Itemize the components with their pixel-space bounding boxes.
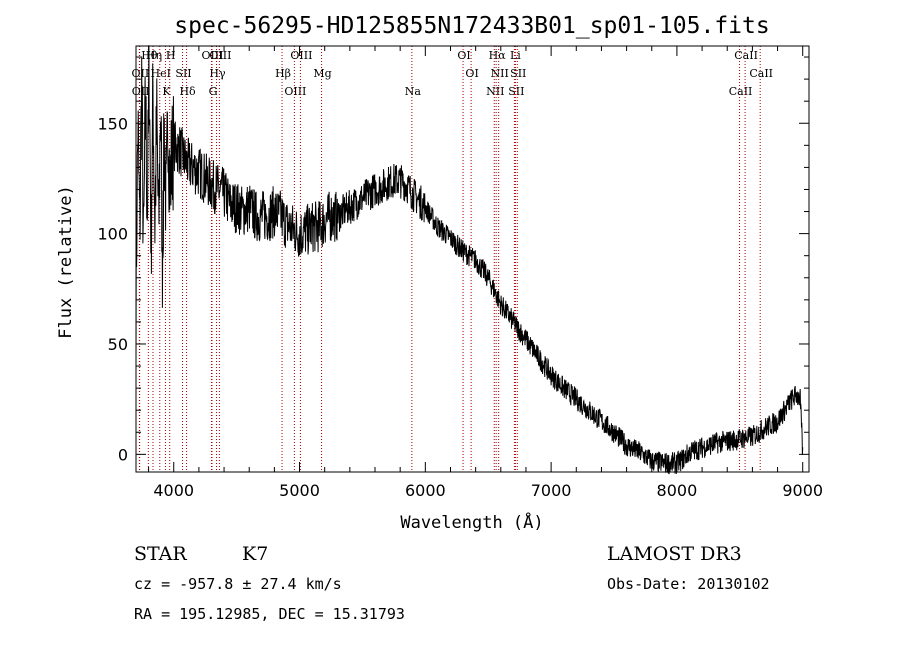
spectral-line-label: SII: [175, 67, 191, 80]
spectral-subclass: K7: [242, 543, 268, 565]
coordinates: RA = 195.12985, DEC = 15.31793: [134, 605, 405, 623]
spectral-line-label: Hβ: [275, 67, 291, 80]
spectral-line-label: Hδ: [179, 85, 196, 98]
spectral-line-label: SII: [510, 67, 526, 80]
y-tick-label: 0: [118, 445, 128, 464]
plot-frame: [135, 45, 810, 473]
spectral-line-label: Li: [510, 49, 521, 62]
x-tick-label: 4000: [153, 481, 194, 500]
y-tick-label: 50: [108, 335, 128, 354]
spectral-line-label: OII: [132, 67, 150, 80]
spectral-line-label: K: [162, 85, 171, 98]
spectral-line-label: OIII: [209, 49, 231, 62]
x-tick-label: 5000: [279, 481, 320, 500]
observation-date: Obs-Date: 20130102: [607, 575, 770, 593]
spectral-line-label: NII: [491, 67, 509, 80]
x-tick-label: 8000: [657, 481, 698, 500]
spectral-line-label: OI: [457, 49, 470, 62]
spectral-line-label: G: [209, 85, 218, 98]
x-axis-label: Wavelength (Å): [400, 511, 543, 533]
spectrum-series: [135, 45, 804, 475]
x-tick-label: 7000: [531, 481, 572, 500]
spectral-line-label: H: [166, 49, 176, 62]
spectral-line-label: CaII: [734, 49, 758, 62]
x-tick-label: 6000: [405, 481, 446, 500]
spectral-line-label: OIII: [284, 85, 306, 98]
y-tick-label: 100: [97, 225, 128, 244]
spectral-line-label: Mg: [313, 67, 331, 80]
y-tick-label: 150: [97, 114, 128, 133]
spectral-line-label: NII: [486, 85, 504, 98]
spectral-line-label: Hη: [146, 49, 162, 62]
spectral-line-label: OIII: [290, 49, 312, 62]
spectral-line-label: OI: [465, 67, 478, 80]
spectral-line-label: CaII: [729, 85, 753, 98]
spectral-line-label: CaII: [749, 67, 773, 80]
object-type: STAR: [134, 543, 187, 565]
redshift-velocity: cz = -957.8 ± 27.4 km/s: [134, 575, 342, 593]
spectral-line-label: Hθ: [141, 49, 158, 62]
spectral-line-label: OII: [132, 85, 150, 98]
spectral-line-label: Hγ: [209, 67, 226, 80]
chart-title: spec-56295-HD125855N172433B01_sp01-105.f…: [174, 13, 769, 39]
spectral-line-label: Na: [405, 85, 422, 98]
survey-name: LAMOST DR3: [607, 543, 742, 565]
spectral-line-label: Hα: [489, 49, 507, 62]
spectrum-line: [135, 45, 804, 475]
x-tick-label: 9000: [782, 481, 823, 500]
spectral-line-label: SII: [508, 85, 524, 98]
spectral-lines: HθOIIOIIHηHeIKHSIIHδOIIIHγGOIIIHβOIIIOII…: [132, 46, 773, 472]
spectral-line-label: HeI: [151, 67, 171, 80]
y-axis-label: Flux (relative): [56, 185, 76, 339]
axis-ticks: 4000 5000 6000 7000 8000 9000 0 50 100 150: [97, 46, 823, 500]
